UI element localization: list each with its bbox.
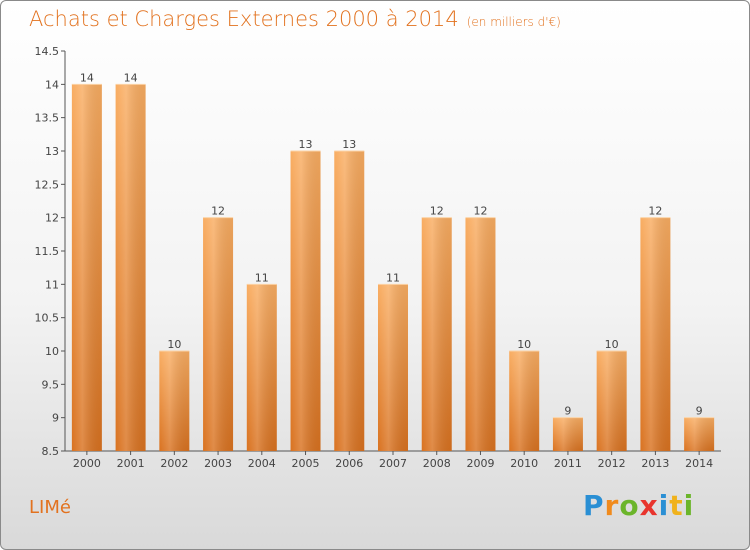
bar-shine bbox=[71, 84, 102, 451]
data-label: 14 bbox=[124, 71, 138, 84]
chart-bars bbox=[71, 83, 715, 451]
commune-name: LIMé bbox=[29, 497, 71, 518]
x-tick-label: 2009 bbox=[466, 457, 494, 470]
data-label: 13 bbox=[342, 138, 356, 151]
data-label: 10 bbox=[605, 338, 619, 351]
y-tick-label: 10.5 bbox=[35, 312, 60, 325]
data-label: 11 bbox=[386, 271, 400, 284]
bar-shine bbox=[465, 217, 496, 451]
data-label: 12 bbox=[473, 205, 487, 218]
bar-shine bbox=[684, 417, 715, 451]
chart-labels: 14 2000 14 2001 10 2002 12 2003 11 2004 13 2005 13 20… bbox=[73, 71, 713, 470]
x-tick-label: 2007 bbox=[379, 457, 407, 470]
bar-shine bbox=[640, 217, 671, 451]
y-tick-label: 10 bbox=[45, 345, 59, 358]
data-label: 11 bbox=[255, 271, 269, 284]
y-tick-label: 8.5 bbox=[42, 445, 60, 458]
data-label: 9 bbox=[564, 405, 571, 418]
x-tick-label: 2011 bbox=[554, 457, 582, 470]
x-tick-label: 2000 bbox=[73, 457, 101, 470]
proxiti-logo: Proxiti bbox=[583, 489, 695, 522]
data-label: 13 bbox=[299, 138, 313, 151]
bar-shine bbox=[509, 351, 540, 451]
data-label: 12 bbox=[648, 205, 662, 218]
bar-shine bbox=[334, 151, 365, 451]
bar-shine bbox=[421, 217, 452, 451]
chart-title-text: Achats et Charges Externes 2000 à 2014 bbox=[29, 7, 459, 31]
x-tick-label: 2005 bbox=[292, 457, 320, 470]
data-label: 12 bbox=[430, 205, 444, 218]
y-tick-label: 11.5 bbox=[35, 245, 60, 258]
data-label: 9 bbox=[696, 405, 703, 418]
x-tick-label: 2001 bbox=[117, 457, 145, 470]
chart-title: Achats et Charges Externes 2000 à 2014 (e… bbox=[29, 7, 561, 31]
bar-shine bbox=[203, 217, 234, 451]
data-label: 10 bbox=[167, 338, 181, 351]
x-tick-label: 2014 bbox=[685, 457, 713, 470]
y-tick-label: 13.5 bbox=[35, 112, 60, 125]
y-tick-label: 14 bbox=[45, 78, 59, 91]
x-tick-label: 2002 bbox=[160, 457, 188, 470]
bar-shine bbox=[378, 284, 408, 451]
x-tick-label: 2006 bbox=[335, 457, 363, 470]
bar-shine bbox=[290, 151, 321, 451]
y-tick-label: 9.5 bbox=[42, 378, 60, 391]
x-tick-label: 2008 bbox=[423, 457, 451, 470]
y-tick-label: 13 bbox=[45, 145, 59, 158]
x-tick-label: 2010 bbox=[510, 457, 538, 470]
x-tick-label: 2013 bbox=[641, 457, 669, 470]
chart-subtitle: (en milliers d'€) bbox=[466, 15, 561, 29]
y-tick-label: 12 bbox=[45, 212, 59, 225]
bar-shine bbox=[246, 284, 277, 451]
data-label: 12 bbox=[211, 205, 225, 218]
data-label: 10 bbox=[517, 338, 531, 351]
y-tick-label: 9 bbox=[52, 412, 59, 425]
bar-shine bbox=[596, 351, 627, 451]
bar-shine bbox=[159, 351, 190, 451]
data-label: 14 bbox=[80, 71, 94, 84]
x-tick-label: 2003 bbox=[204, 457, 232, 470]
x-tick-label: 2012 bbox=[598, 457, 626, 470]
bar-shine bbox=[552, 417, 583, 451]
x-tick-label: 2004 bbox=[248, 457, 276, 470]
bar-shine bbox=[115, 84, 146, 451]
y-tick-label: 14.5 bbox=[35, 45, 60, 58]
y-tick-label: 11 bbox=[45, 278, 59, 291]
y-tick-label: 12.5 bbox=[35, 178, 60, 191]
